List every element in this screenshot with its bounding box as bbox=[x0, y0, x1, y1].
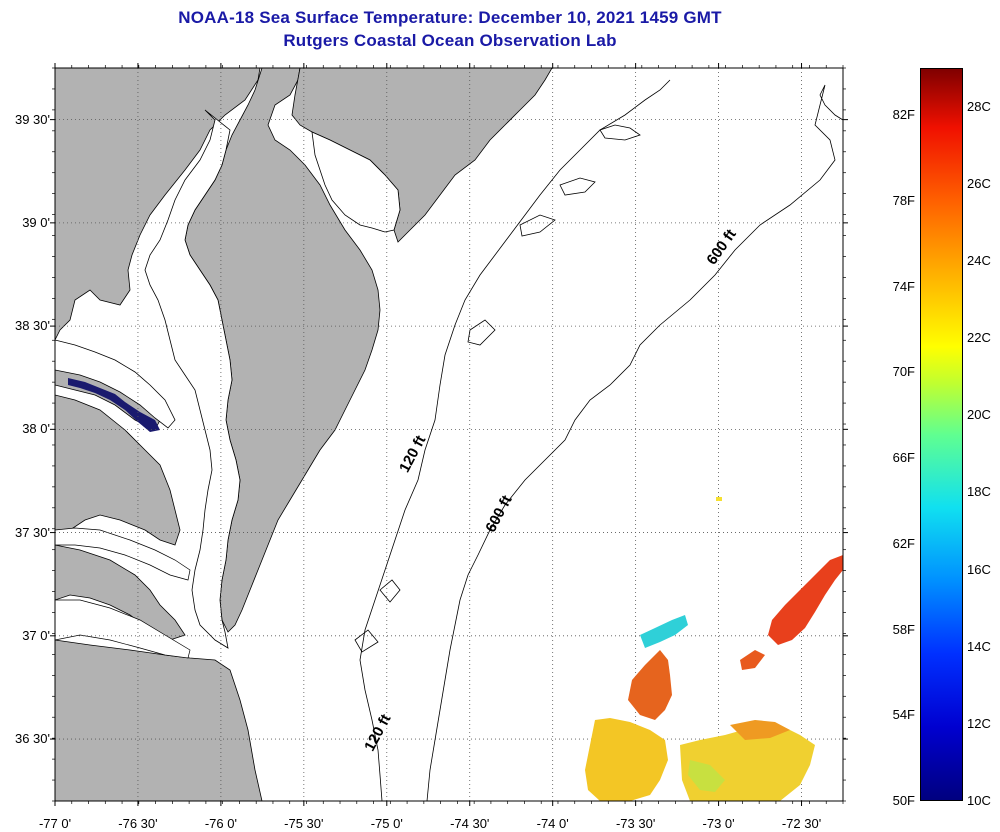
colorbar-celsius-label: 20C bbox=[967, 407, 991, 423]
colorbar-fahrenheit-label: 74F bbox=[892, 278, 915, 294]
western-shore-land-south bbox=[55, 394, 181, 546]
lon-tick-label: -77 0' bbox=[38, 816, 72, 831]
colorbar-fahrenheit-label: 50F bbox=[892, 793, 915, 808]
lon-tick-label: -72 30' bbox=[781, 816, 822, 831]
potomac-river bbox=[55, 339, 176, 429]
isobath-shoal-5 bbox=[379, 579, 401, 603]
colorbar-fahrenheit-label: 78F bbox=[892, 192, 915, 208]
map-axis-ticks bbox=[50, 63, 848, 806]
sst-patch-cyan bbox=[640, 615, 688, 648]
chesapeake-bay bbox=[144, 109, 241, 649]
lat-tick-label: 36 30' bbox=[14, 731, 50, 747]
colorbar-celsius-label: 24C bbox=[967, 252, 991, 268]
lat-tick-label: 39 30' bbox=[14, 111, 50, 127]
colorbar-celsius-label: 18C bbox=[967, 484, 991, 500]
colorbar-celsius-label: 26C bbox=[967, 175, 991, 191]
colorbar-fahrenheit-label: 62F bbox=[892, 535, 915, 551]
potomac-cold-water bbox=[68, 378, 160, 432]
isobath-shoal-4 bbox=[467, 319, 496, 346]
lon-tick-label: -74 30' bbox=[450, 816, 490, 831]
sst-patch-orange-trail bbox=[740, 650, 765, 670]
lon-tick-label: -73 30' bbox=[615, 816, 656, 831]
colorbar-fahrenheit-label: 82F bbox=[892, 107, 915, 123]
isobath-shoal-3 bbox=[519, 214, 556, 237]
virginia-beach-land bbox=[55, 639, 263, 801]
lon-tick-label: -76 30' bbox=[118, 816, 158, 831]
isobath-600ft bbox=[426, 84, 843, 801]
lat-tick-label: 38 30' bbox=[14, 318, 50, 334]
middle-peninsula-land bbox=[55, 544, 186, 641]
colorbar-celsius-label: 22C bbox=[967, 330, 991, 346]
map-title: NOAA-18 Sea Surface Temperature: Decembe… bbox=[178, 8, 722, 27]
lat-tick-label: 37 30' bbox=[14, 524, 50, 540]
sst-patch-orange-ne bbox=[768, 555, 843, 645]
isobath-shoal-6 bbox=[354, 629, 379, 653]
sst-patch-orange-se bbox=[730, 720, 790, 740]
lat-tick-label: 39 0' bbox=[22, 214, 50, 230]
lat-tick-label: 37 0' bbox=[22, 627, 50, 643]
isobath-shoal-2 bbox=[559, 177, 596, 196]
colorbar-fahrenheit-label: 54F bbox=[892, 707, 915, 723]
james-river bbox=[55, 599, 191, 659]
map-frame bbox=[54, 67, 844, 802]
western-shore-land bbox=[55, 68, 261, 341]
sst-patch-yellow-sw bbox=[585, 718, 668, 801]
sst-data-patches bbox=[585, 497, 843, 801]
colorbar-celsius-label: 10C bbox=[967, 793, 991, 808]
lon-tick-label: -75 30' bbox=[284, 816, 324, 831]
map-subtitle: Rutgers Coastal Ocean Observation Lab bbox=[283, 31, 617, 50]
sst-patch-orange-mid bbox=[628, 650, 672, 720]
lon-tick-label: -75 0' bbox=[370, 816, 403, 831]
lon-tick-label: -73 0' bbox=[702, 816, 735, 831]
colorbar-celsius-label: 16C bbox=[967, 561, 991, 577]
lon-tick-label: -76 0' bbox=[204, 816, 237, 831]
colorbar-fahrenheit-label: 70F bbox=[892, 364, 915, 380]
temperature-colorbar bbox=[920, 68, 963, 801]
colorbar-celsius-label: 28C bbox=[967, 98, 991, 114]
lat-tick-label: 38 0' bbox=[22, 421, 50, 437]
rappahannock-river bbox=[55, 527, 191, 581]
delaware-bay bbox=[311, 131, 401, 233]
sst-patch-yellow-speck bbox=[716, 497, 722, 501]
isobath-120ft bbox=[359, 79, 671, 801]
colorbar-fahrenheit-label: 58F bbox=[892, 621, 915, 637]
lon-tick-label: -74 0' bbox=[536, 816, 569, 831]
isobath-lines bbox=[354, 79, 843, 801]
isobath-shoal-1 bbox=[599, 124, 641, 141]
colorbar-fahrenheit-label: 66F bbox=[892, 450, 915, 466]
sst-patch-green bbox=[688, 760, 725, 792]
colorbar-celsius-label: 12C bbox=[967, 715, 991, 731]
colorbar-celsius-label: 14C bbox=[967, 638, 991, 654]
